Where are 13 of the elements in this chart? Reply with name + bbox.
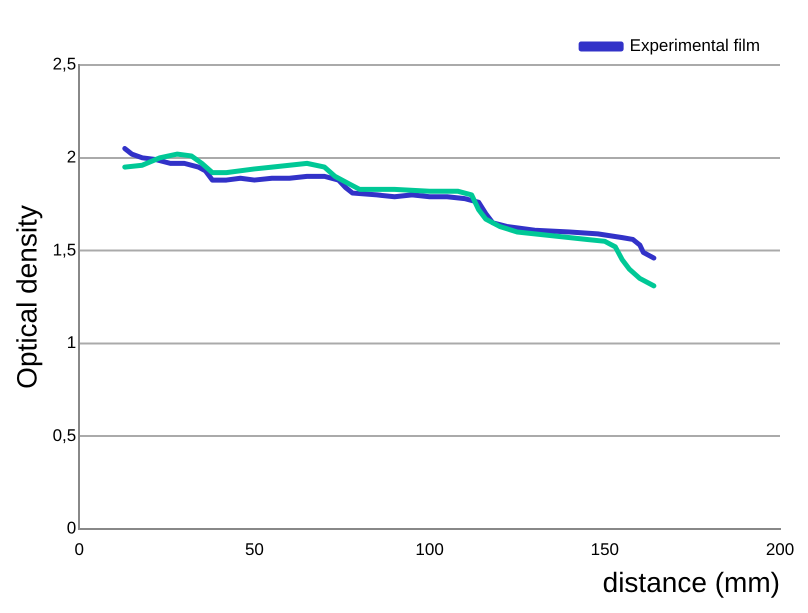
x-tick-label: 50 [244, 540, 264, 559]
y-axis-title: Optical density [12, 205, 43, 389]
x-axis-title: distance (mm) [602, 566, 780, 598]
y-tick-label: 2 [66, 147, 76, 166]
y-tick-label: 2,5 [52, 54, 76, 74]
y-tick-label: 1 [66, 333, 76, 352]
legend-label: Experimental film [630, 36, 760, 56]
y-tick-label: 0 [66, 518, 76, 538]
x-tick-label: 200 [766, 540, 794, 559]
x-tick-label: 100 [415, 540, 444, 559]
x-tick-label: 150 [590, 540, 619, 559]
y-tick-label: 1,5 [52, 240, 76, 260]
y-tick-label: 0,5 [52, 426, 76, 445]
